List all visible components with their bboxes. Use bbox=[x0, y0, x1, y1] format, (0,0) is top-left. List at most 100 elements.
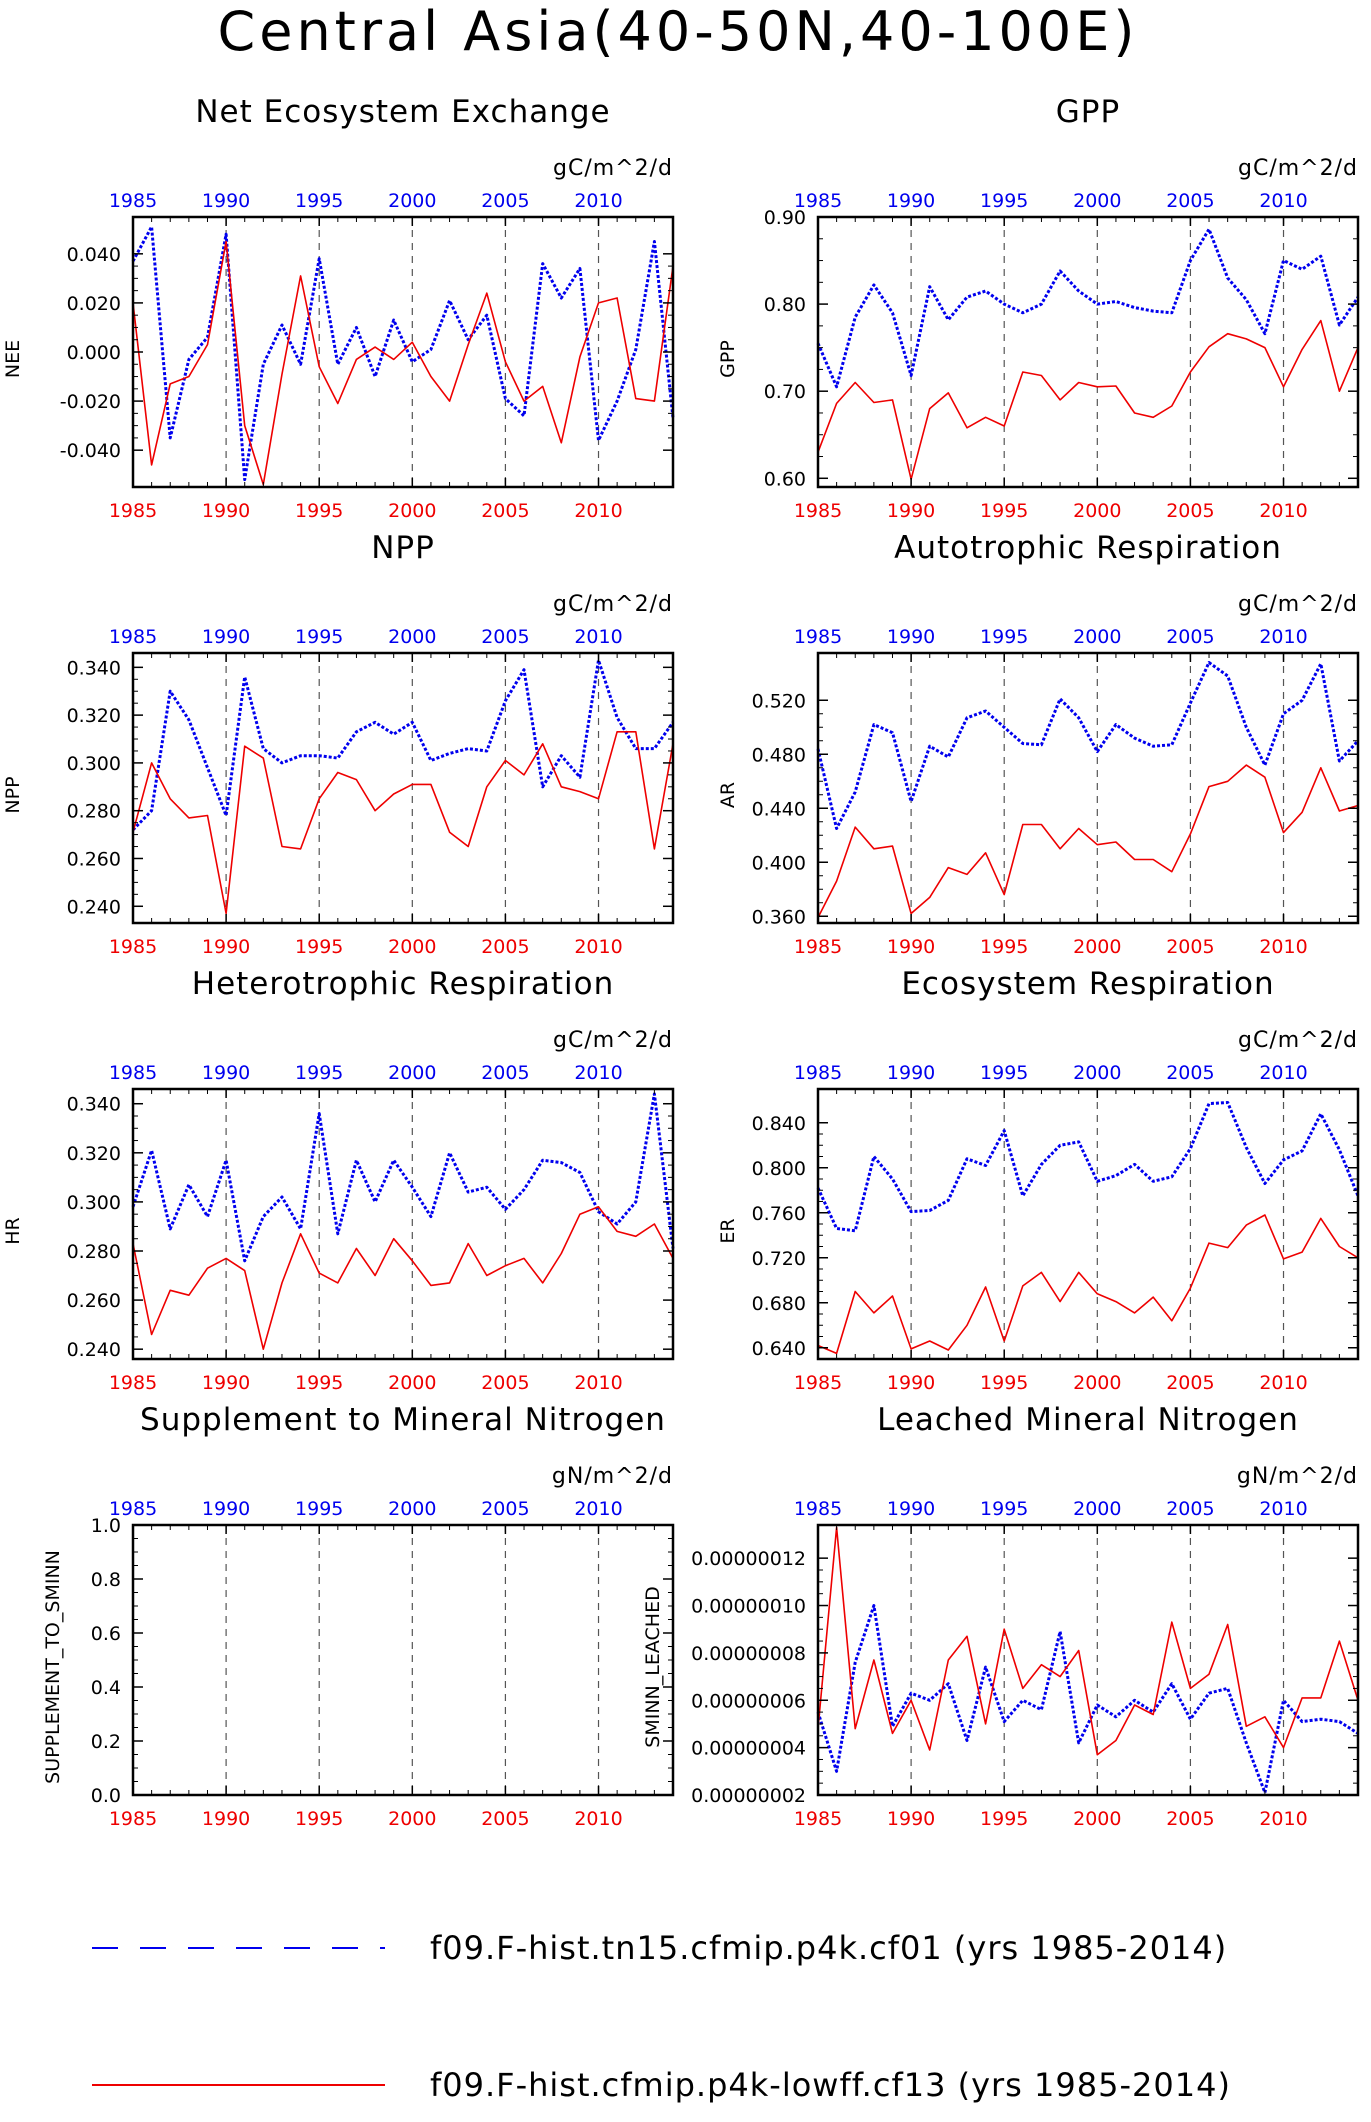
chart-panel-sminn-leached: Leached Mineral Nitrogen gN/m^2/d 1985 1985… bbox=[642, 1402, 1360, 1830]
plot-frame bbox=[816, 215, 1360, 489]
y-tick-label: 0.800 bbox=[752, 1158, 806, 1180]
x-tick-label-bottom: 2000 bbox=[388, 1372, 436, 1394]
series-line-case1 bbox=[816, 1101, 1360, 1233]
x-tick-label-bottom: 1985 bbox=[794, 1372, 842, 1394]
x-tick-label-bottom: 1990 bbox=[887, 1808, 935, 1830]
y-tick-label: 0.00000004 bbox=[691, 1738, 806, 1760]
x-tick-label-bottom: 1985 bbox=[109, 1808, 157, 1830]
series-line-case2 bbox=[817, 764, 1359, 918]
x-tick-label-bottom: 2000 bbox=[388, 1808, 436, 1830]
y-tick-label: 0.640 bbox=[752, 1338, 806, 1360]
legend: f09.F-hist.tn15.cfmip.p4k.cf01 (yrs 1985… bbox=[92, 1929, 1230, 2104]
x-tick-label-top: 2010 bbox=[1259, 190, 1307, 212]
series-line-case1 bbox=[131, 225, 675, 482]
y-tick-label: -0.040 bbox=[60, 440, 121, 462]
x-tick-label-top: 1985 bbox=[109, 626, 157, 648]
series-line-case2 bbox=[817, 1526, 1359, 1756]
y-tick-label: -0.020 bbox=[60, 391, 121, 413]
plot-frame bbox=[131, 215, 675, 489]
x-tick-label-top: 2010 bbox=[574, 1498, 622, 1520]
x-tick-label-bottom: 1985 bbox=[794, 500, 842, 522]
y-tick-label: 0.240 bbox=[67, 1339, 121, 1361]
x-tick-label-top: 2010 bbox=[1259, 1062, 1307, 1084]
x-tick-label-top: 2000 bbox=[1073, 190, 1121, 212]
x-tick-label-top: 2005 bbox=[481, 1062, 529, 1084]
y-tick-label: 0.240 bbox=[67, 896, 121, 918]
y-tick-label: 0.320 bbox=[67, 1143, 121, 1165]
y-axis-label: SMINN_LEACHED bbox=[642, 1586, 664, 1747]
x-tick-label-top: 1990 bbox=[202, 1498, 250, 1520]
figure-title: Central Asia(40-50N,40-100E) bbox=[218, 0, 1139, 63]
chart-panel-er: Ecosystem Respiration gC/m^2/d 1985 1985 199… bbox=[717, 966, 1360, 1394]
units-label: gC/m^2/d bbox=[1238, 1028, 1358, 1053]
y-tick-label: 0.840 bbox=[752, 1113, 806, 1135]
x-tick-label-bottom: 1995 bbox=[295, 1808, 343, 1830]
panel-title: Ecosystem Respiration bbox=[901, 966, 1274, 1002]
series-line-case1 bbox=[816, 661, 1360, 830]
y-axis-label: ER bbox=[717, 1218, 739, 1243]
x-tick-label-bottom: 1990 bbox=[887, 1372, 935, 1394]
y-tick-label: 0.70 bbox=[764, 381, 806, 403]
x-tick-label-bottom: 2000 bbox=[388, 936, 436, 958]
x-tick-label-top: 2000 bbox=[1073, 1498, 1121, 1520]
units-label: gC/m^2/d bbox=[1238, 156, 1358, 181]
panel-title: NPP bbox=[371, 530, 435, 566]
x-tick-label-top: 1990 bbox=[202, 626, 250, 648]
units-label: gC/m^2/d bbox=[553, 592, 673, 617]
x-tick-label-bottom: 1985 bbox=[109, 500, 157, 522]
plot-frame bbox=[131, 1523, 675, 1797]
y-tick-label: 0.440 bbox=[752, 798, 806, 820]
series-line-case1 bbox=[131, 1092, 675, 1263]
chart-panel-gpp: GPP gC/m^2/d 1985 1985 1990 1990 1995 1995 2000 2… bbox=[717, 94, 1360, 522]
x-tick-label-bottom: 2010 bbox=[574, 1372, 622, 1394]
y-tick-label: 0.6 bbox=[91, 1623, 121, 1645]
series-line-case2 bbox=[132, 240, 674, 486]
y-axis-label: NPP bbox=[2, 776, 24, 813]
x-tick-label-bottom: 1985 bbox=[109, 936, 157, 958]
y-tick-label: 0.480 bbox=[752, 744, 806, 766]
x-tick-label-top: 2005 bbox=[1166, 190, 1214, 212]
x-tick-label-top: 2010 bbox=[1259, 626, 1307, 648]
x-tick-label-bottom: 2000 bbox=[1073, 500, 1121, 522]
series-line-case2 bbox=[817, 1214, 1359, 1355]
units-label: gN/m^2/d bbox=[1237, 1464, 1358, 1489]
x-tick-label-top: 1990 bbox=[887, 1062, 935, 1084]
x-tick-label-bottom: 2005 bbox=[481, 500, 529, 522]
y-tick-label: 0.020 bbox=[67, 293, 121, 315]
chart-panel-npp: NPP gC/m^2/d 1985 1985 1990 1990 1995 1995 2000 2… bbox=[2, 530, 675, 958]
x-tick-label-bottom: 1985 bbox=[794, 936, 842, 958]
x-tick-label-bottom: 1995 bbox=[980, 936, 1028, 958]
chart-panel-ar: Autotrophic Respiration gC/m^2/d 1985 1985 1… bbox=[717, 530, 1360, 958]
plot-frame bbox=[816, 651, 1360, 925]
x-tick-label-top: 1985 bbox=[109, 1062, 157, 1084]
x-tick-label-bottom: 1990 bbox=[202, 936, 250, 958]
x-tick-label-top: 2000 bbox=[1073, 1062, 1121, 1084]
y-tick-label: 0.90 bbox=[764, 207, 806, 229]
y-tick-label: 0.260 bbox=[67, 1290, 121, 1312]
y-tick-label: 0.360 bbox=[752, 906, 806, 928]
x-tick-label-top: 2000 bbox=[388, 1498, 436, 1520]
x-tick-label-top: 1990 bbox=[887, 1498, 935, 1520]
x-tick-label-bottom: 2005 bbox=[481, 1372, 529, 1394]
y-tick-label: 0.400 bbox=[752, 852, 806, 874]
x-tick-label-bottom: 2005 bbox=[1166, 500, 1214, 522]
x-tick-label-bottom: 1995 bbox=[980, 500, 1028, 522]
plot-frame bbox=[131, 1087, 675, 1361]
y-tick-label: 0.040 bbox=[67, 244, 121, 266]
series-line-case1 bbox=[816, 1604, 1359, 1795]
x-tick-label-bottom: 2005 bbox=[481, 936, 529, 958]
y-tick-label: 0.00000006 bbox=[691, 1690, 806, 1712]
series-line-case2 bbox=[817, 319, 1359, 481]
x-tick-label-bottom: 2010 bbox=[1259, 1372, 1307, 1394]
x-tick-label-bottom: 1995 bbox=[295, 1372, 343, 1394]
x-tick-label-bottom: 2010 bbox=[1259, 500, 1307, 522]
y-tick-label: 0.720 bbox=[752, 1248, 806, 1270]
x-tick-label-top: 1990 bbox=[202, 1062, 250, 1084]
x-tick-label-top: 2005 bbox=[481, 1498, 529, 1520]
y-tick-label: 0.00000010 bbox=[691, 1596, 806, 1618]
y-tick-label: 0.8 bbox=[91, 1569, 121, 1591]
y-tick-label: 0.60 bbox=[764, 468, 806, 490]
y-tick-label: 0.280 bbox=[67, 801, 121, 823]
chart-panel-nee: Net Ecosystem Exchange gC/m^2/d 1985 1985 19… bbox=[2, 94, 675, 522]
